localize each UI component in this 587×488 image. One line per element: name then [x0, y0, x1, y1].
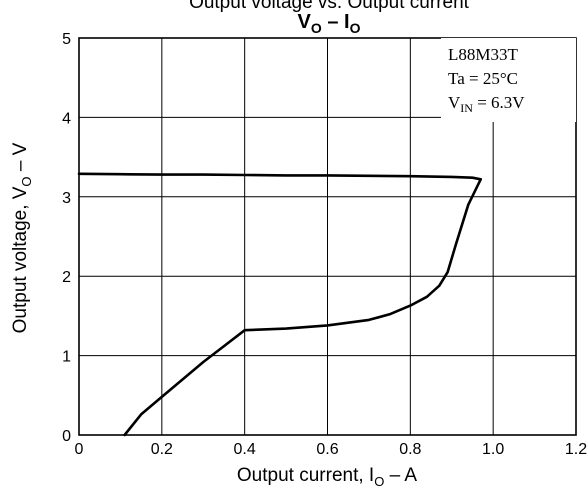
y-axis-label: Output voltage, VO – V — [10, 142, 34, 333]
y-tick-label: 0 — [62, 428, 71, 445]
series-line-2 — [123, 178, 483, 437]
plot-frame — [78, 37, 577, 436]
x-tick-label: 0.6 — [316, 441, 338, 458]
x-tick-label: 0.2 — [151, 441, 173, 458]
series — [77, 172, 483, 437]
y-tick-label: 1 — [62, 349, 71, 366]
x-tick-label: 0.4 — [234, 441, 256, 458]
y-tick-label: 2 — [62, 269, 71, 286]
annotation-box — [441, 38, 576, 122]
y-tick-label: 3 — [62, 190, 71, 207]
y-tick-label: 5 — [62, 31, 71, 48]
x-tick-label: 1.2 — [565, 441, 587, 458]
annotation-ta: Ta = 25°C — [448, 69, 518, 88]
tick-labels: 0 0.2 0.4 0.6 0.8 1.0 1.2 0 1 2 3 4 5 — [62, 31, 587, 458]
annotation-model: L88M33T — [448, 45, 519, 64]
y-tick-label: 4 — [62, 110, 71, 127]
grid — [79, 38, 576, 435]
x-tick-label: 0 — [75, 441, 84, 458]
x-tick-label: 0.8 — [399, 441, 421, 458]
x-tick-label: 1.0 — [482, 441, 504, 458]
series-line-1 — [77, 172, 483, 181]
x-axis-label: Output current, IO – A — [237, 465, 417, 488]
top-caption: Output voltage vs. Output current — [189, 0, 470, 13]
chart-title: VO – IO — [298, 11, 361, 36]
annotation-vin: VIN = 6.3V — [448, 93, 525, 115]
